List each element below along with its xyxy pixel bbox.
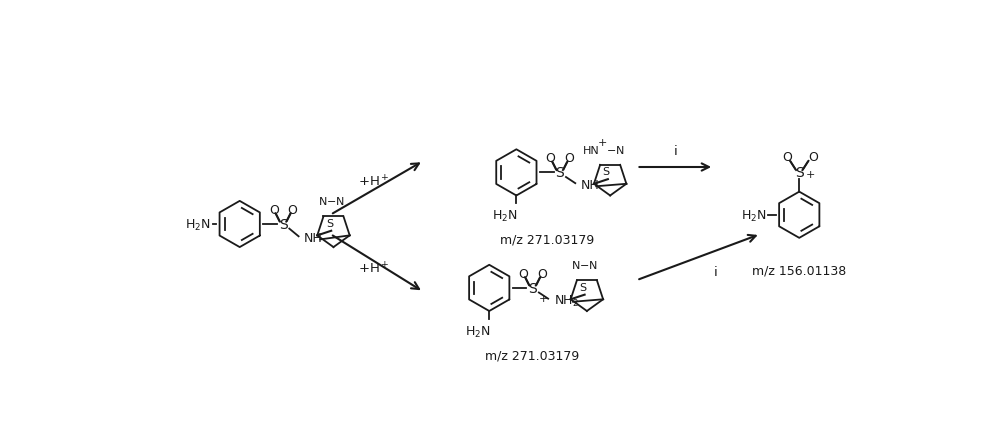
Text: S: S — [279, 218, 287, 232]
Text: HN: HN — [583, 146, 599, 156]
Text: S: S — [602, 167, 610, 177]
Text: m/z 156.01138: m/z 156.01138 — [752, 265, 846, 278]
Text: $-$N: $-$N — [606, 144, 625, 156]
Text: O: O — [287, 204, 297, 217]
Text: m/z 271.03179: m/z 271.03179 — [500, 234, 594, 247]
Text: O: O — [783, 151, 793, 164]
Text: H$_2$N: H$_2$N — [492, 210, 518, 225]
Text: i: i — [673, 145, 677, 158]
Text: N$-$N: N$-$N — [318, 195, 345, 207]
Text: i: i — [714, 266, 718, 279]
Text: O: O — [546, 152, 555, 165]
Text: NH: NH — [304, 232, 323, 245]
Text: S: S — [528, 282, 537, 296]
Text: O: O — [269, 204, 279, 217]
Text: NH$_2$: NH$_2$ — [554, 293, 579, 309]
Text: S: S — [795, 166, 804, 180]
Text: S: S — [579, 282, 586, 293]
Text: +: + — [539, 294, 548, 304]
Text: +H$^+$: +H$^+$ — [358, 261, 389, 276]
Text: O: O — [808, 151, 818, 164]
Text: +: + — [598, 138, 607, 148]
Text: H$_2$N: H$_2$N — [185, 218, 211, 233]
Text: O: O — [537, 267, 547, 281]
Text: O: O — [564, 152, 574, 165]
Text: S: S — [326, 219, 333, 229]
Text: +H$^+$: +H$^+$ — [358, 175, 389, 190]
Text: O: O — [518, 267, 528, 281]
Text: S: S — [555, 166, 564, 180]
Text: N$-$N: N$-$N — [571, 259, 598, 271]
Text: H$_2$N: H$_2$N — [465, 325, 490, 340]
Text: m/z 271.03179: m/z 271.03179 — [485, 350, 579, 362]
Text: NH: NH — [581, 179, 599, 192]
Text: +: + — [806, 171, 816, 180]
Text: H$_2$N: H$_2$N — [741, 209, 767, 224]
